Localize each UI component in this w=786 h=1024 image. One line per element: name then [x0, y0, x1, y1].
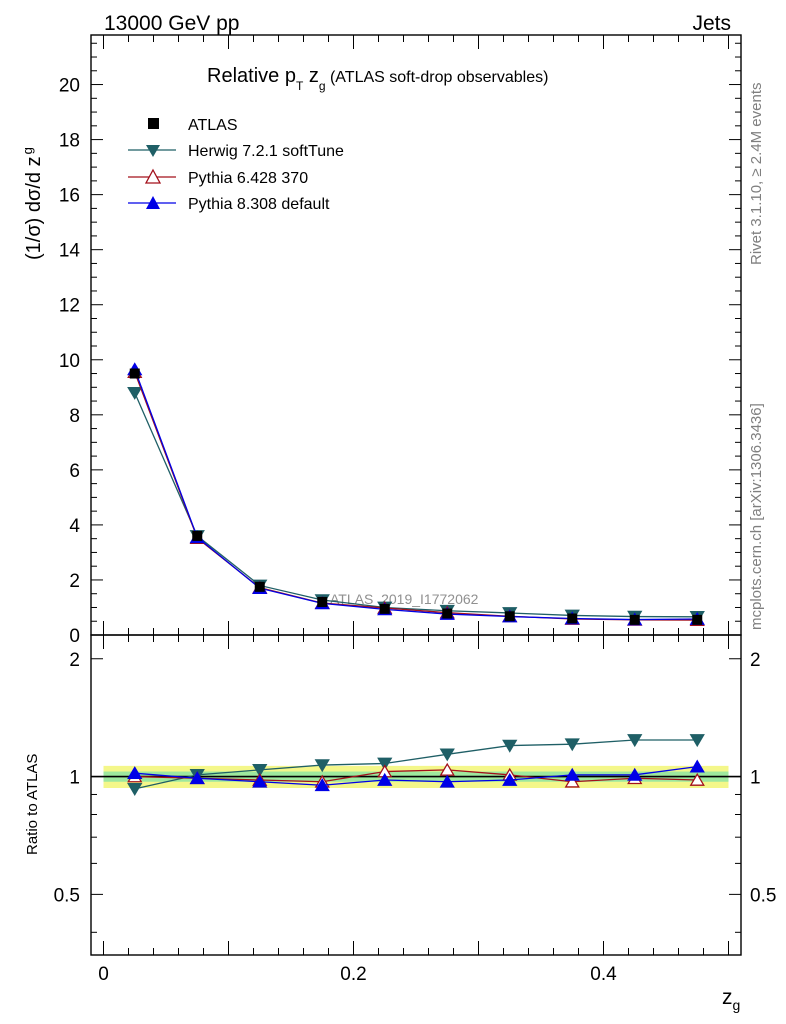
ratio-point-pythia-8-308-default	[377, 772, 393, 786]
ratio-point-pythia-8-308-default	[502, 772, 518, 786]
legend: ATLAS Herwig 7.2.1 softTune Pythia 6.428…	[128, 117, 344, 213]
data-point-atlas	[192, 530, 203, 541]
rivet-version-label: Rivet 3.1.10, ≥ 2.4M events	[748, 83, 765, 266]
ratio-panel	[91, 734, 741, 797]
title-mid: z	[303, 65, 319, 87]
ratio-point-pythia-8-308-default	[252, 774, 268, 788]
legend-marker-atlas	[148, 118, 159, 129]
y-tick-label: 0	[69, 626, 80, 647]
y-tick-label: 20	[59, 76, 80, 97]
ratio-tick-label-right: 0.5	[750, 885, 776, 906]
ratio-tick-label: 1	[69, 768, 80, 789]
y-tick-label: 18	[59, 131, 80, 152]
ratio-point-pythia-8-308-default	[439, 774, 455, 788]
ratio-point-pythia-8-308-default	[689, 759, 705, 773]
y-tick-label: 2	[69, 571, 80, 592]
ratio-line-herwig-7-2-1-softtune	[134, 739, 698, 790]
y-tick-label: 8	[69, 406, 80, 427]
ratio-tick-label-right: 1	[750, 768, 761, 789]
ratio-tick-label: 0.5	[54, 885, 80, 906]
title-sub1: T	[296, 79, 304, 93]
x-tick-label: 0	[98, 964, 109, 985]
ratio-point-pythia-6-428-370	[564, 774, 580, 788]
data-point-atlas	[442, 608, 453, 619]
legend-label-pythia8: Pythia 8.308 default	[188, 196, 330, 213]
ratio-frame	[90, 634, 742, 956]
title-sub2: g	[319, 79, 326, 93]
ratio-point-herwig-7-2-1-softtune	[314, 759, 330, 773]
data-point-atlas	[629, 614, 640, 625]
analysis-watermark: ATLAS_2019_I1772062	[330, 591, 479, 607]
ratio-point-herwig-7-2-1-softtune	[252, 764, 268, 778]
legend-marker-pythia6	[144, 168, 162, 184]
y-tick-label: 6	[69, 461, 80, 482]
ratio-point-herwig-7-2-1-softtune	[689, 734, 705, 748]
data-point-atlas	[379, 603, 390, 614]
ratio-point-herwig-7-2-1-softtune	[439, 748, 455, 762]
x-tick-label: 0.2	[340, 964, 366, 985]
chart-title: Relative pT zg (ATLAS soft-drop observab…	[207, 65, 548, 93]
y-tick-label: 16	[59, 186, 80, 207]
data-point-atlas	[129, 368, 140, 379]
series-line-herwig-7-2-1-softtune	[134, 392, 698, 618]
ratio-point-herwig-7-2-1-softtune	[564, 738, 580, 752]
ratio-point-pythia-8-308-default	[127, 766, 143, 780]
energy-label: 13000 GeV pp	[104, 12, 239, 35]
ratio-point-pythia-8-308-default	[314, 778, 330, 792]
series-point-herwig-7-2-1-softtune	[127, 386, 143, 400]
ratio-point-herwig-7-2-1-softtune	[502, 739, 518, 753]
ratio-point-pythia-8-308-default	[189, 771, 205, 785]
ratio-axis-label: Ratio to ATLAS	[24, 754, 41, 855]
ratio-point-herwig-7-2-1-softtune	[627, 734, 643, 748]
y-tick-label: 12	[59, 296, 80, 317]
legend-label-pythia6: Pythia 6.428 370	[188, 170, 308, 187]
ratio-point-pythia-8-308-default	[564, 767, 580, 781]
legend-label-herwig: Herwig 7.2.1 softTune	[188, 143, 344, 160]
x-axis-label: zg	[722, 986, 740, 1013]
y-axis-label-main: (1/σ) dσ/d z	[23, 156, 45, 260]
legend-marker-herwig	[146, 145, 160, 157]
ratio-line-pythia-6-428-370	[134, 769, 698, 783]
x-tick-label: 0.4	[590, 964, 617, 985]
y-axis-label-sub: g	[20, 147, 35, 154]
main-panel	[127, 362, 705, 626]
y-tick-label: 10	[59, 351, 80, 372]
ratio-point-pythia-6-428-370	[689, 772, 705, 786]
data-point-atlas	[567, 613, 578, 624]
mcplots-label: mcplots.cern.ch [arXiv:1306.3436]	[748, 403, 765, 630]
legend-marker-pythia8	[146, 196, 160, 209]
data-point-atlas	[692, 614, 703, 625]
ratio-point-pythia-8-308-default	[627, 767, 643, 781]
ratio-tick-label-right: 2	[750, 650, 761, 671]
ratio-point-herwig-7-2-1-softtune	[127, 783, 143, 797]
data-point-atlas	[317, 596, 328, 607]
legend-label-atlas: ATLAS	[188, 117, 238, 134]
title-post: (ATLAS soft-drop observables)	[326, 69, 549, 86]
data-point-atlas	[504, 611, 515, 622]
ratio-point-herwig-7-2-1-softtune	[377, 757, 393, 771]
series-line-pythia-6-428-370	[134, 371, 698, 621]
y-tick-label: 4	[69, 516, 80, 537]
title-pre: Relative p	[207, 65, 296, 87]
process-label: Jets	[692, 12, 731, 35]
x-axis-label-sub: g	[733, 997, 741, 1013]
y-tick-label: 14	[59, 241, 81, 262]
data-point-atlas	[254, 581, 265, 592]
ratio-tick-label: 2	[69, 650, 80, 671]
x-axis-label-main: z	[722, 986, 733, 1009]
y-axis-label: (1/σ) dσ/d z g	[20, 147, 45, 260]
ratio-line-pythia-8-308-default	[134, 766, 698, 786]
series-line-pythia-8-308-default	[134, 369, 698, 621]
